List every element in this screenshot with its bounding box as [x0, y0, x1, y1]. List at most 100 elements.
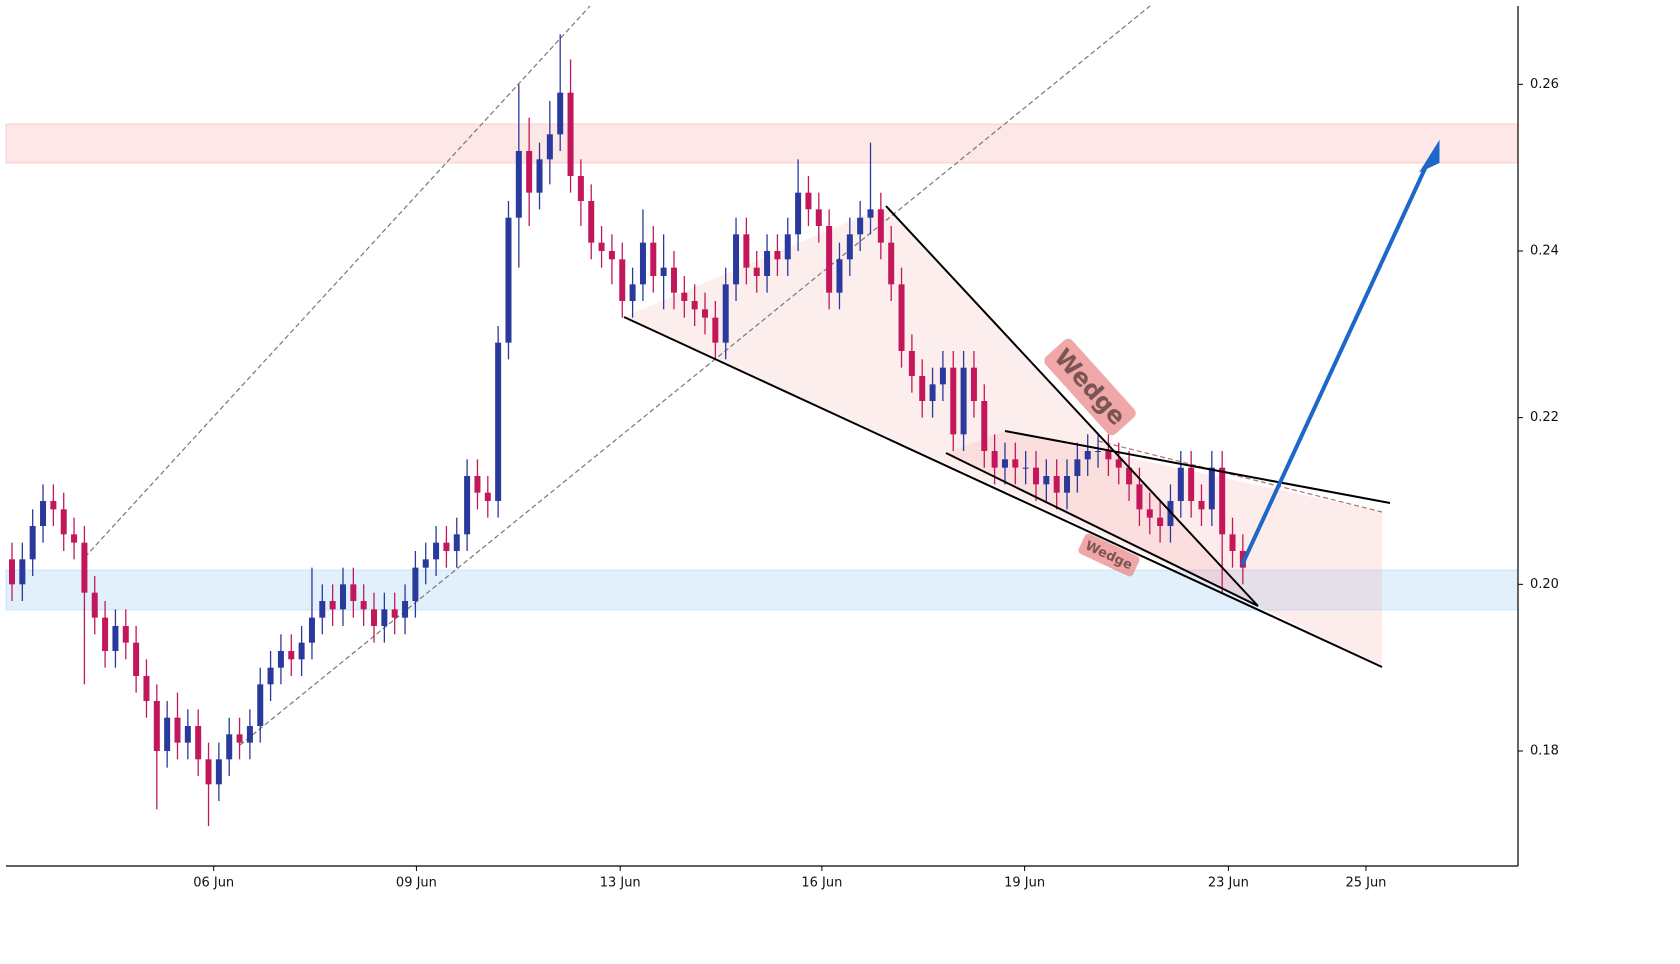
candle-body [588, 201, 595, 243]
arrow-head [1419, 139, 1440, 173]
candle-body [536, 159, 543, 193]
candle-body [1219, 467, 1226, 535]
candle-body [857, 217, 864, 235]
wedge-lines [623, 205, 1391, 668]
candle-body [164, 717, 171, 751]
candle-body [867, 209, 874, 218]
candle-body [691, 301, 698, 310]
candle-body [277, 651, 284, 668]
candle-body [412, 567, 419, 601]
trend-line [1004, 430, 1391, 504]
candle-body [733, 234, 740, 285]
candle-body [991, 451, 998, 468]
candle-body [91, 592, 98, 618]
candle-body [981, 401, 988, 451]
candle-body [422, 559, 429, 568]
candle-body [1064, 476, 1071, 493]
candle-body [639, 242, 646, 285]
y-tick-label: 0.18 [1530, 744, 1559, 759]
candle-body [298, 642, 305, 660]
candle-body [474, 476, 481, 493]
candle-body [81, 542, 88, 593]
x-tick-label: 09 Jun [396, 876, 437, 891]
candle-body [546, 134, 553, 160]
candle-body [764, 251, 771, 276]
candle-body [526, 151, 533, 193]
candle-body [888, 242, 895, 285]
candle-body [391, 609, 398, 618]
candle-body [8, 559, 15, 585]
trend-line [945, 452, 1259, 607]
candle-body [484, 492, 491, 501]
candle-body [629, 284, 636, 301]
candle-body [288, 651, 295, 660]
candle-body [381, 609, 388, 626]
candle-body [453, 534, 460, 551]
candle-body [515, 151, 522, 218]
candle-body [919, 376, 926, 401]
candle-body [464, 476, 471, 535]
candles [8, 34, 1246, 826]
label-box [1078, 533, 1140, 577]
channel-line [84, 5, 591, 558]
y-tick-label: 0.20 [1530, 577, 1559, 592]
y-tick-label: 0.22 [1530, 410, 1559, 425]
x-tick-label: 06 Jun [193, 876, 234, 891]
candle-body [308, 617, 315, 643]
candle-body [795, 192, 802, 235]
resistance-zone [5, 123, 1519, 164]
candle-body [143, 676, 150, 701]
candle-body [784, 234, 791, 260]
candle-body [826, 226, 833, 293]
candle-body [371, 609, 378, 626]
candle-body [1022, 467, 1029, 469]
candle-body [598, 242, 605, 251]
candle-body [443, 542, 450, 551]
candle-body [402, 601, 409, 618]
candle-body [650, 242, 657, 276]
candle-body [960, 367, 967, 435]
candle-body [722, 284, 729, 343]
candle-body [805, 192, 812, 210]
candle-body [1084, 451, 1091, 460]
candle-body [1043, 476, 1050, 485]
candle-body [360, 601, 367, 610]
candle-body [246, 726, 253, 743]
candle-body [50, 501, 57, 510]
candle-body [846, 234, 853, 260]
candle-body [339, 584, 346, 610]
forecast-arrow [1240, 161, 1430, 566]
candle-body [1115, 459, 1122, 468]
y-tick-label: 0.26 [1530, 77, 1559, 92]
candle-body [174, 717, 181, 743]
candle-body [319, 601, 326, 618]
candle-body [1136, 484, 1143, 510]
candle-body [567, 92, 574, 176]
candle-body [29, 526, 36, 560]
projection-line [1097, 440, 1383, 513]
candle-body [702, 309, 709, 318]
candle-body [1032, 467, 1039, 485]
candle-body [608, 251, 615, 260]
candle-body [184, 726, 191, 743]
candle-body [102, 617, 109, 651]
y-tick-label: 0.24 [1530, 244, 1559, 259]
candle-body [753, 267, 760, 276]
wedge-area [624, 206, 1258, 606]
trend-line [885, 205, 1259, 607]
candle-body [257, 684, 264, 726]
wedge-projection [946, 431, 1382, 667]
candle-body [153, 701, 160, 751]
candle-body [898, 284, 905, 351]
channel-line [239, 5, 1151, 746]
candle-body [970, 367, 977, 401]
candle-body [205, 759, 212, 785]
candle-body [1105, 451, 1112, 460]
candle-body [908, 351, 915, 376]
candle-body [1095, 451, 1102, 452]
candle-body [1001, 459, 1008, 468]
candle-body [1157, 517, 1164, 526]
candle-body [71, 534, 78, 543]
candle-body [1229, 534, 1236, 551]
